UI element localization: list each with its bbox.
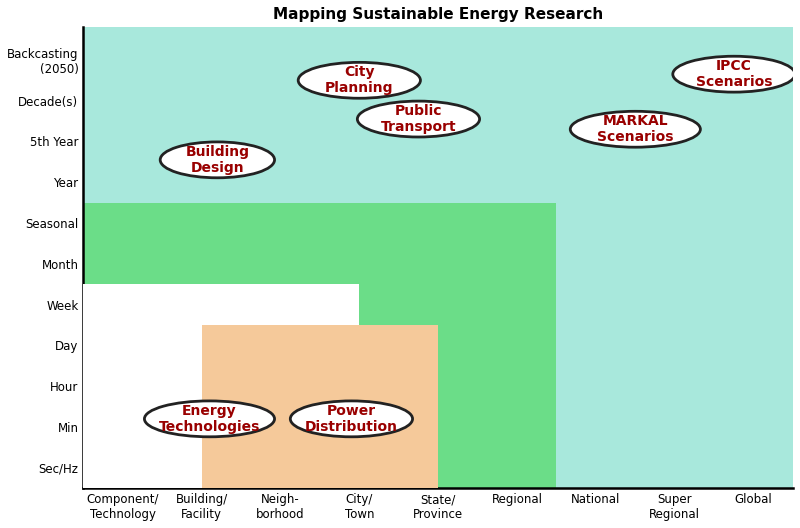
Text: Energy
Technologies: Energy Technologies [158, 404, 260, 434]
Ellipse shape [673, 56, 795, 92]
Bar [202, 325, 438, 488]
Bar [83, 203, 557, 488]
Ellipse shape [358, 101, 479, 137]
Ellipse shape [570, 111, 700, 147]
Bar [83, 284, 359, 488]
Text: IPCC
Scenarios: IPCC Scenarios [696, 59, 772, 89]
Text: City
Planning: City Planning [325, 65, 394, 96]
Ellipse shape [145, 401, 274, 437]
Bar [596, 27, 793, 488]
Ellipse shape [290, 401, 413, 437]
Ellipse shape [298, 62, 421, 98]
Text: Power
Distribution: Power Distribution [305, 404, 398, 434]
Ellipse shape [160, 142, 274, 178]
Text: MARKAL
Scenarios: MARKAL Scenarios [597, 114, 674, 144]
Text: Public
Transport: Public Transport [381, 104, 456, 134]
Title: Mapping Sustainable Energy Research: Mapping Sustainable Energy Research [273, 7, 603, 22]
Text: Building
Design: Building Design [186, 145, 250, 175]
